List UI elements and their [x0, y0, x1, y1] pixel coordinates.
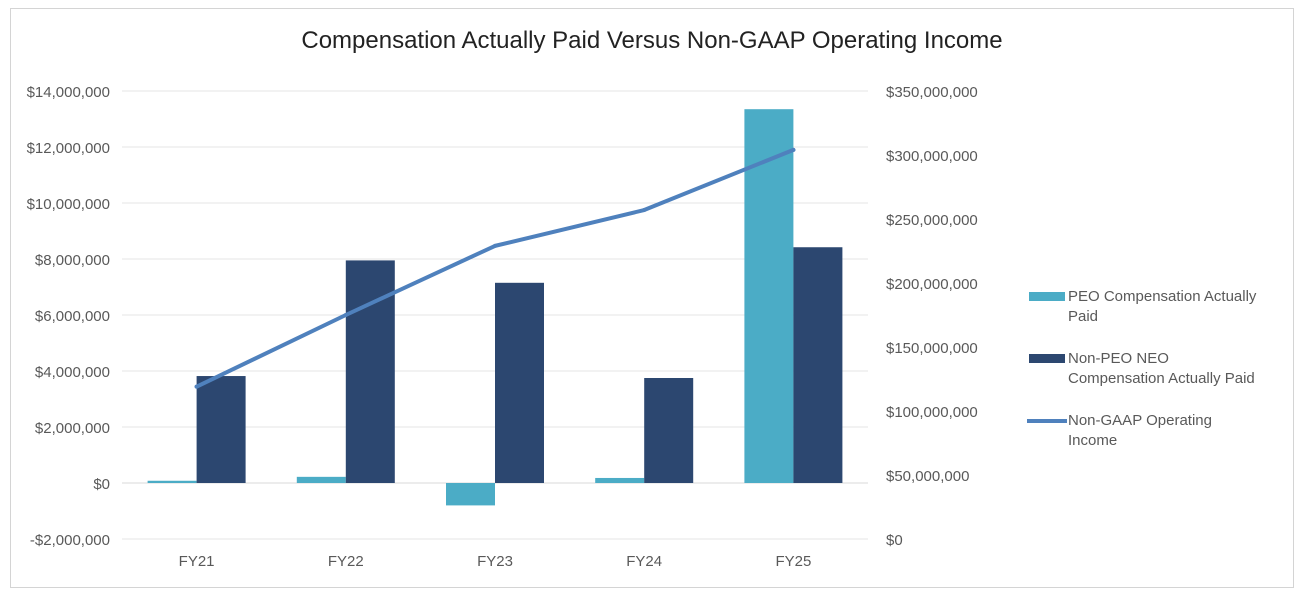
bar-non-peo-neo-fy23: [495, 282, 544, 483]
y-left-tick-label: $12,000,000: [27, 140, 110, 157]
x-tick-label: FY24: [626, 553, 662, 570]
line-point-fy21: [194, 384, 199, 389]
y-left-tick-label: -$2,000,000: [30, 532, 110, 549]
y-left-tick-label: $10,000,000: [27, 196, 110, 213]
legend-label-0: Paid: [1068, 308, 1098, 325]
line-point-fy23: [493, 243, 497, 248]
x-tick-label: FY21: [179, 553, 215, 570]
y-right-tick-label: $0: [886, 532, 903, 549]
bar-peo-fy24: [595, 477, 645, 483]
y-right-tick-label: $250,000,000: [886, 212, 978, 229]
legend-swatch-1: [1029, 354, 1065, 363]
y-left-tick-label: $8,000,000: [35, 252, 110, 269]
y-right-tick-label: $350,000,000: [886, 84, 978, 101]
x-tick-label: FY23: [477, 553, 513, 570]
bars: [147, 109, 843, 506]
line-point-fy24: [642, 208, 647, 213]
bar-non-peo-neo-fy21: [196, 376, 246, 483]
y-right-tick-label: $50,000,000: [886, 468, 969, 485]
axes: -$2,000,000 $0 $2,000,000 $4,000,000 $6,000,…: [27, 84, 978, 570]
chart-title: Compensation Actually Paid Versus Non-GA…: [301, 27, 1002, 54]
line-point-fy25: [791, 147, 796, 152]
bar-peo-fy25: [744, 109, 794, 483]
x-tick-label: FY22: [328, 553, 364, 570]
y-right-tick-label: $100,000,000: [886, 404, 978, 421]
y-left-tick-label: $4,000,000: [35, 364, 110, 381]
gridlines: [122, 90, 868, 540]
legend: PEO Compensation Actually Paid Non-PEO NEO…: [1027, 288, 1257, 449]
y-left-tick-label: $6,000,000: [35, 308, 110, 325]
x-tick-label: FY25: [775, 553, 811, 570]
chart-frame: [10, 8, 1294, 588]
y-right-tick-label: $200,000,000: [886, 276, 978, 293]
line-point-fy22: [343, 313, 348, 317]
bar-non-peo-neo-fy25: [793, 247, 843, 483]
y-left-tick-label: $14,000,000: [27, 84, 110, 101]
y-right-tick-label: $150,000,000: [886, 340, 978, 357]
bar-peo-fy23: [446, 483, 495, 506]
y-left-tick-label: $0: [93, 476, 110, 493]
legend-swatch-0: [1029, 292, 1065, 301]
legend-label-1: Non-PEO NEO: [1068, 350, 1169, 367]
legend-label-1: Compensation Actually Paid: [1068, 370, 1255, 387]
bar-non-peo-neo-fy24: [644, 378, 694, 483]
legend-label-2: Income: [1068, 432, 1117, 449]
legend-label-2: Non-GAAP Operating: [1068, 412, 1212, 429]
legend-label-0: PEO Compensation Actually: [1068, 288, 1257, 305]
y-right-tick-label: $300,000,000: [886, 148, 978, 165]
line-series: [194, 147, 796, 389]
bar-peo-fy22: [296, 476, 346, 483]
bar-peo-fy21: [147, 480, 197, 483]
y-left-tick-label: $2,000,000: [35, 420, 110, 437]
